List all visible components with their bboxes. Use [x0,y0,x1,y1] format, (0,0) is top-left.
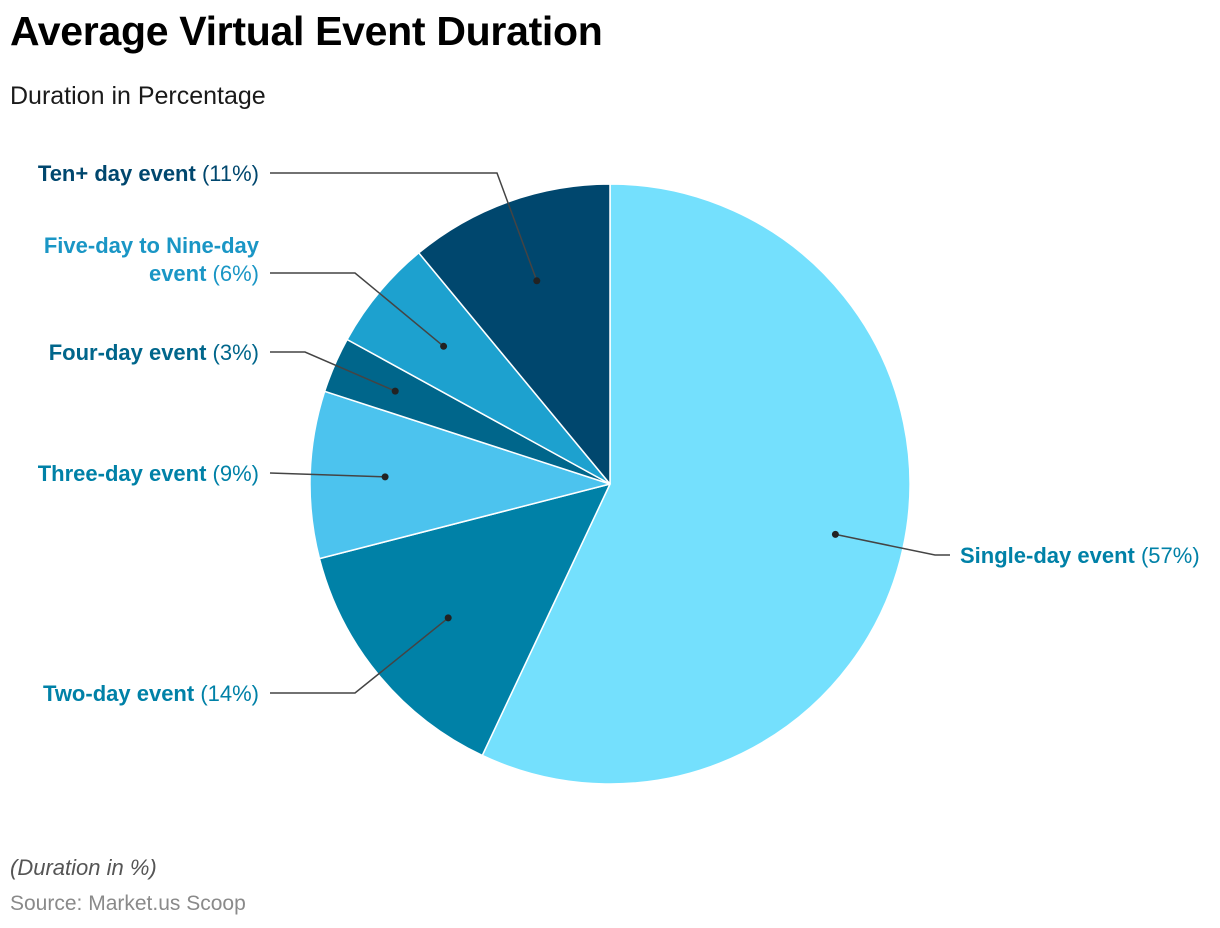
pie-slices [309,183,911,785]
slice-label-value: (6%) [206,261,259,286]
slice-label: Three-day event (9%) [38,461,259,486]
pie-slice-single-day-event [481,183,911,785]
leader-line [270,172,538,282]
slice-label-name: Three-day event [38,461,207,486]
leader-dot [440,342,448,350]
slice-label: Five-day to Nine-day [44,233,260,258]
slice-label-name: Ten+ day event [38,161,197,186]
source-text: Source: Market.us Scoop [10,892,246,915]
slice-label-value: (57%) [1135,543,1200,568]
leader-line [835,533,950,556]
leader-dot [391,387,399,395]
slice-label-name: Four-day event [49,340,207,365]
slice-labels: Single-day event (57%) Two-day event (14%… [38,161,1200,706]
slice-label-name: event [149,261,207,286]
leader-lines [269,172,950,694]
leader-dot [444,614,452,622]
pie-slice-two-day-event [318,483,611,757]
slice-label-name: Two-day event [43,681,195,706]
slice-label-value: (9%) [206,461,259,486]
leader-dot [533,277,541,285]
slice-label: event (6%) [149,261,259,286]
leader-line [270,351,396,392]
leader-line [269,472,386,478]
chart-subtitle: Duration in Percentage [10,82,266,110]
chart-title: Average Virtual Event Duration [10,8,603,54]
slice-label-value: (11%) [196,161,259,186]
slice-label-value: (3%) [206,340,259,365]
leader-line [270,272,445,347]
slice-label: Four-day event (3%) [49,340,259,365]
slice-label-name: Single-day event [960,543,1136,568]
slice-label-value: (14%) [194,681,259,706]
leader-dot [831,530,839,538]
slice-label-name: Five-day to Nine-day [44,233,260,258]
slice-label: Single-day event (57%) [960,543,1200,568]
slice-label: Ten+ day event (11%) [38,161,259,186]
leader-dot [381,473,389,481]
slice-label: Two-day event (14%) [43,681,259,706]
chart-note: (Duration in %) [10,855,157,880]
leader-line [270,617,449,694]
